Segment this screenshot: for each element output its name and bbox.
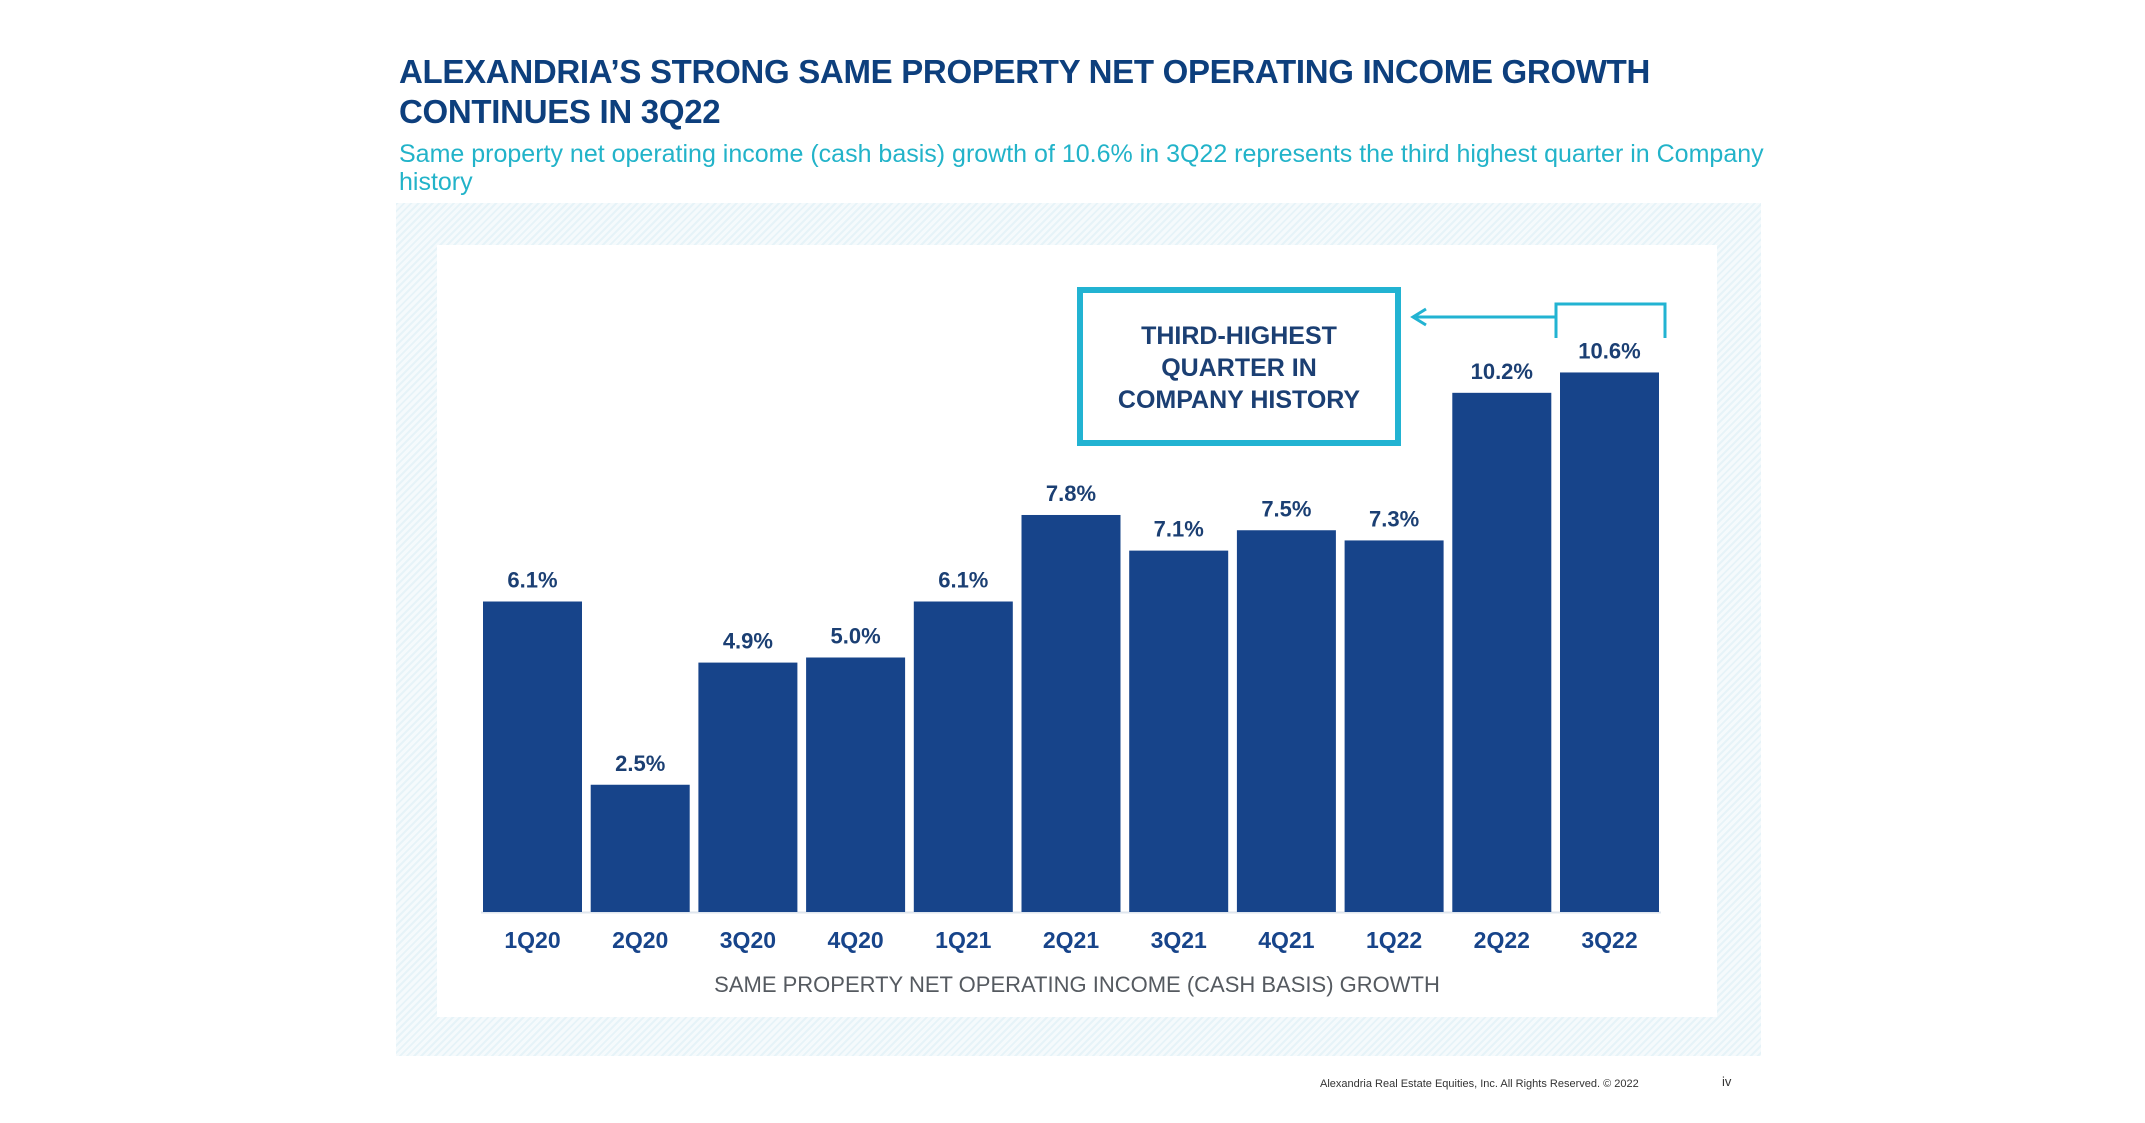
bar-2Q22 [1452,392,1552,912]
x-tick-label-3Q21: 3Q21 [1151,927,1207,953]
x-tick-label-1Q20: 1Q20 [504,927,560,953]
data-label-2Q22: 10.2% [1471,359,1533,384]
data-label-2Q21: 7.8% [1046,481,1096,506]
bar-2Q20 [590,784,690,912]
x-axis-title: SAME PROPERTY NET OPERATING INCOME (CASH… [714,972,1440,997]
annotation-text-line: COMPANY HISTORY [1118,386,1360,414]
annotation-text-line: QUARTER IN [1161,354,1317,382]
copyright: Alexandria Real Estate Equities, Inc. Al… [1320,1078,1639,1090]
page-title: ALEXANDRIA’S STRONG SAME PROPERTY NET OP… [399,53,1651,130]
annotation-box [1077,287,1401,446]
page-number: iv [1722,1074,1732,1089]
bar-3Q22 [1560,372,1659,913]
bar-3Q21 [1129,550,1229,912]
x-tick-label-3Q22: 3Q22 [1581,927,1637,953]
data-label-3Q20: 4.9% [723,629,773,654]
bar-4Q20 [806,657,906,912]
x-tick-label-2Q20: 2Q20 [612,927,668,953]
data-label-1Q22: 7.3% [1369,506,1419,531]
data-label-3Q22: 10.6% [1578,338,1640,363]
x-tick-label-1Q22: 1Q22 [1366,927,1422,953]
data-label-4Q20: 5.0% [831,624,881,649]
arrow-head-icon [1410,307,1427,327]
x-tick-label-3Q20: 3Q20 [720,927,776,953]
bar-1Q20 [483,601,582,912]
annotation-text-line: THIRD-HIGHEST [1141,322,1337,350]
bar-1Q21 [913,601,1013,912]
x-tick-label-2Q21: 2Q21 [1043,927,1099,953]
data-label-1Q20: 6.1% [507,568,557,593]
x-tick-label-1Q21: 1Q21 [935,927,991,953]
data-label-4Q21: 7.5% [1261,496,1311,521]
page-subtitle: Same property net operating income (cash… [399,140,1764,196]
bar-1Q22 [1344,540,1444,912]
x-tick-label-2Q22: 2Q22 [1474,927,1530,953]
x-tick-label-4Q20: 4Q20 [827,927,883,953]
data-label-2Q20: 2.5% [615,751,665,776]
data-label-1Q21: 6.1% [938,568,988,593]
data-label-3Q21: 7.1% [1154,517,1204,542]
bar-3Q20 [698,662,798,912]
x-tick-label-4Q21: 4Q21 [1258,927,1314,953]
annotation-bracket [1554,302,1667,338]
bar-4Q21 [1236,530,1336,912]
bar-2Q21 [1021,514,1121,912]
